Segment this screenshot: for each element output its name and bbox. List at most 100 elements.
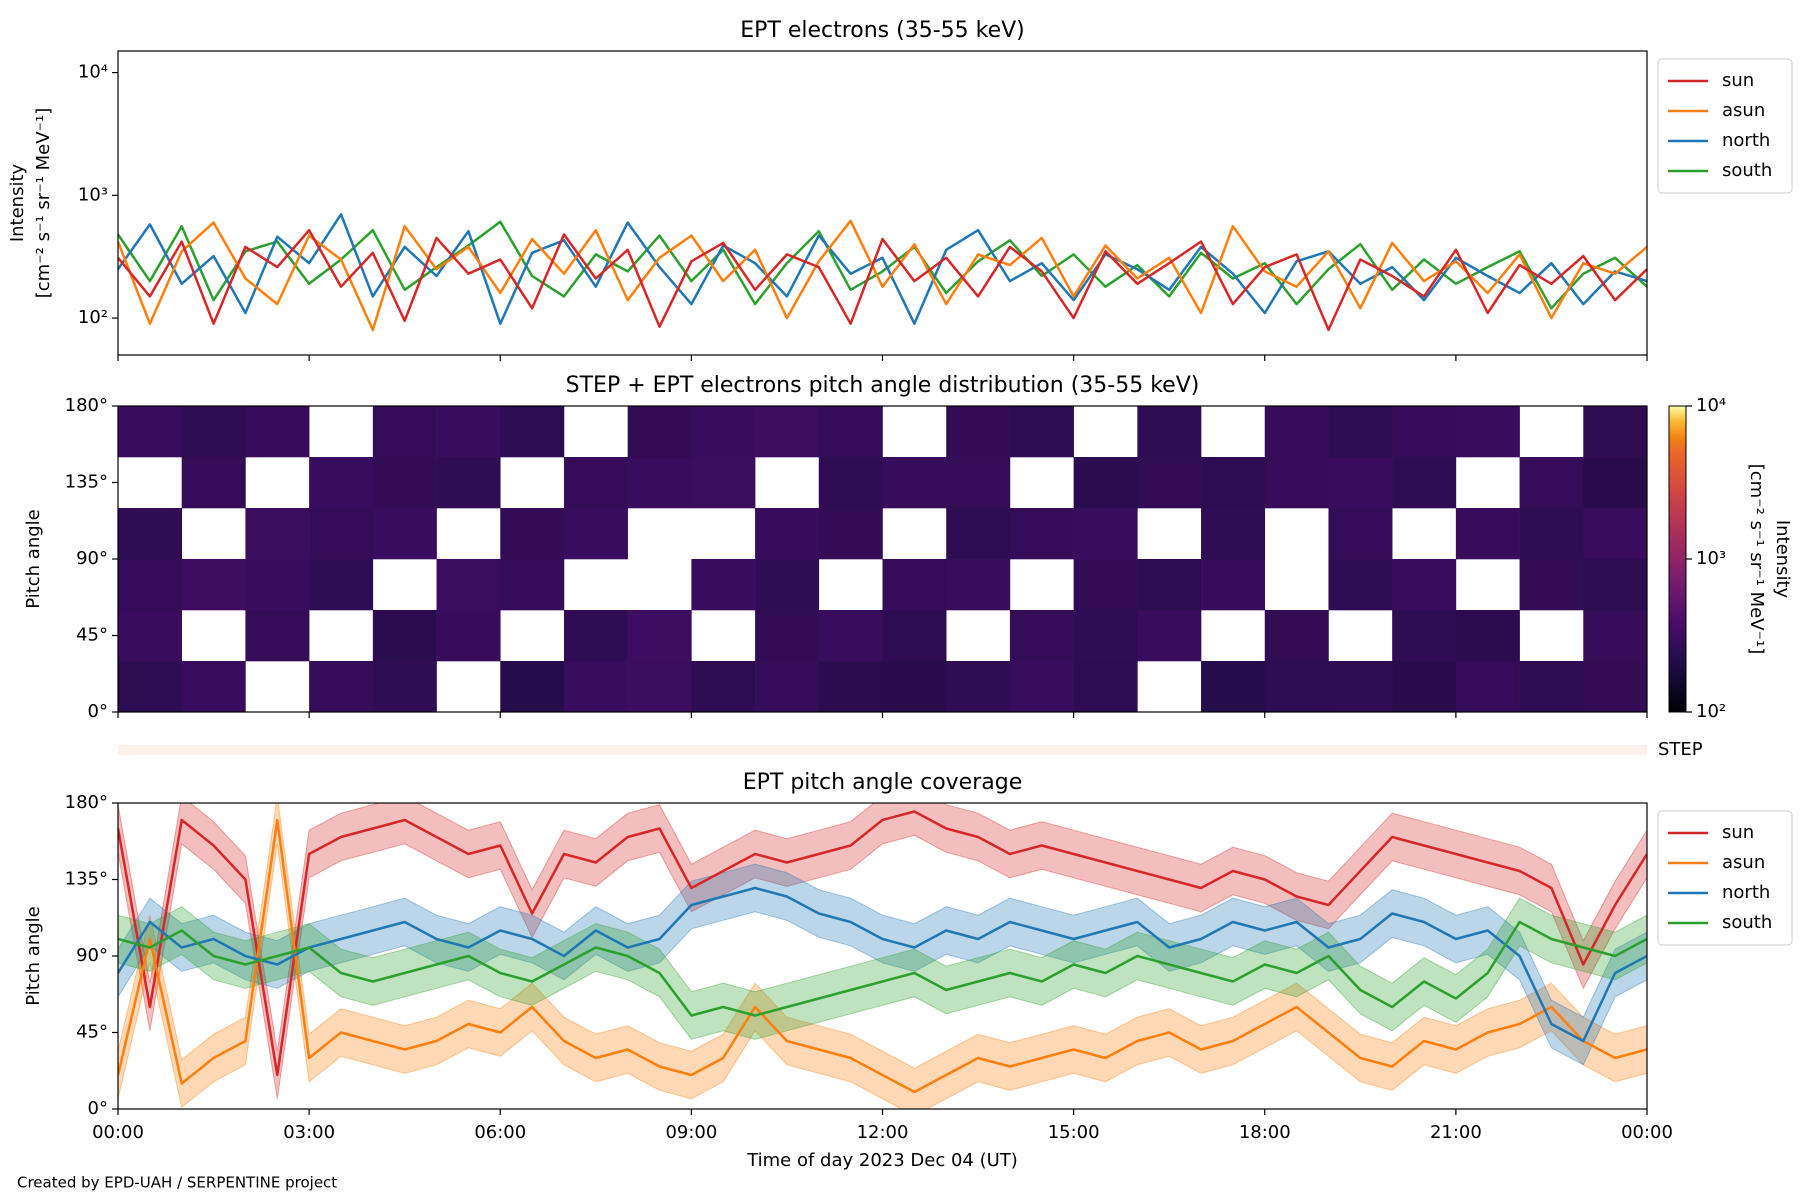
chart-title: STEP + EPT electrons pitch angle distrib… bbox=[566, 373, 1200, 398]
x-tick-label: 00:00 bbox=[92, 1122, 144, 1143]
heatmap-cell bbox=[436, 457, 501, 509]
data-line bbox=[118, 220, 1647, 310]
heatmap-cell bbox=[627, 457, 692, 509]
colorbar-label: [cm⁻² s⁻¹ sr⁻¹ MeV⁻¹] bbox=[1746, 464, 1767, 655]
heatmap-cell bbox=[946, 661, 1011, 713]
heatmap-cell bbox=[1137, 559, 1202, 611]
heatmap-cell bbox=[1328, 661, 1393, 713]
y-axis-label: [cm⁻² s⁻¹ sr⁻¹ MeV⁻¹] bbox=[33, 108, 54, 299]
legend-box bbox=[1657, 810, 1793, 946]
heatmap-cell bbox=[436, 610, 501, 662]
heatmap-cell bbox=[1455, 661, 1520, 713]
heatmap-cell bbox=[309, 559, 374, 611]
plot-area bbox=[118, 213, 1647, 332]
y-tick-label: 90° bbox=[76, 945, 108, 966]
colorbar-tick-label: 10³ bbox=[1696, 548, 1726, 569]
heatmap-cell bbox=[436, 559, 501, 611]
heatmap-cell bbox=[245, 610, 310, 662]
step-label: STEP bbox=[1658, 739, 1703, 760]
heatmap-cell bbox=[181, 661, 246, 713]
heatmap-cell bbox=[1264, 457, 1329, 509]
x-tick-label: 18:00 bbox=[1239, 1122, 1291, 1143]
heatmap-cell bbox=[1392, 610, 1457, 662]
y-tick-label: 45° bbox=[76, 625, 108, 646]
legend-label: south bbox=[1722, 160, 1772, 181]
x-axis-label: Time of day 2023 Dec 04 (UT) bbox=[746, 1150, 1018, 1171]
heatmap-cell bbox=[245, 508, 310, 560]
y-tick-label: 0° bbox=[88, 701, 108, 722]
heatmap-cell bbox=[1583, 661, 1648, 713]
heatmap-cell bbox=[1455, 508, 1520, 560]
data-line bbox=[118, 219, 1647, 332]
x-tick-label: 12:00 bbox=[857, 1122, 909, 1143]
heatmap-cell bbox=[818, 508, 883, 560]
heatmap-cell bbox=[500, 406, 565, 458]
heatmap-cell bbox=[1328, 559, 1393, 611]
heatmap-cell bbox=[691, 559, 756, 611]
heatmap-cell bbox=[1137, 610, 1202, 662]
y-tick-label: 180° bbox=[65, 395, 108, 416]
y-tick-label: 180° bbox=[65, 792, 108, 813]
heatmap-cell bbox=[946, 559, 1011, 611]
heatmap-cell bbox=[1583, 457, 1648, 509]
y-tick-label: 10³ bbox=[78, 184, 108, 205]
heatmap-cell bbox=[500, 559, 565, 611]
axes-frame bbox=[117, 802, 1648, 1110]
heatmap-cell bbox=[627, 610, 692, 662]
heatmap-cell bbox=[691, 406, 756, 458]
heatmap-cell bbox=[1392, 661, 1457, 713]
x-tick-label: 21:00 bbox=[1430, 1122, 1482, 1143]
heatmap-cells bbox=[118, 406, 1648, 713]
heatmap-cell bbox=[309, 457, 374, 509]
x-tick-label: 03:00 bbox=[283, 1122, 335, 1143]
y-tick-label: 0° bbox=[88, 1098, 108, 1119]
heatmap-cell bbox=[563, 457, 628, 509]
heatmap-cell bbox=[118, 661, 183, 713]
heatmap-cell bbox=[1264, 406, 1329, 458]
heatmap-cell bbox=[1009, 508, 1074, 560]
heatmap-cell bbox=[181, 559, 246, 611]
heatmap-cell bbox=[1328, 406, 1393, 458]
heatmap-cell bbox=[118, 406, 183, 458]
heatmap-cell bbox=[1328, 457, 1393, 509]
heatmap-cell bbox=[1073, 559, 1138, 611]
heatmap-cell bbox=[1519, 559, 1584, 611]
legend-label: north bbox=[1722, 882, 1770, 903]
error-band bbox=[118, 803, 1647, 1099]
heatmap-cell bbox=[181, 457, 246, 509]
legend: sun asun north south bbox=[1657, 58, 1793, 194]
y-tick-label: 135° bbox=[65, 869, 108, 890]
heatmap-cell bbox=[181, 406, 246, 458]
heatmap-cell bbox=[1455, 406, 1520, 458]
data-line bbox=[118, 228, 1647, 332]
y-tick-label: 90° bbox=[76, 548, 108, 569]
legend-box bbox=[1657, 58, 1793, 194]
y-tick-label: 10⁴ bbox=[78, 62, 108, 83]
heatmap-cell bbox=[1519, 457, 1584, 509]
heatmap-cell bbox=[946, 406, 1011, 458]
axes-frame bbox=[117, 50, 1648, 356]
step-strip bbox=[118, 745, 1647, 755]
legend-label: asun bbox=[1722, 852, 1765, 873]
legend-label: sun bbox=[1722, 822, 1754, 843]
heatmap-cell bbox=[755, 661, 820, 713]
error-band bbox=[118, 897, 1647, 1040]
heatmap-cell bbox=[372, 406, 437, 458]
heatmap-cell bbox=[755, 559, 820, 611]
heatmap-cell bbox=[1073, 457, 1138, 509]
plot-area bbox=[118, 803, 1647, 1109]
heatmap-cell bbox=[1264, 610, 1329, 662]
colorbar-tick-label: 10⁴ bbox=[1696, 395, 1726, 416]
heatmap-cell bbox=[882, 457, 947, 509]
heatmap-cell bbox=[755, 406, 820, 458]
data-line bbox=[118, 886, 1647, 1043]
x-tick-label: 09:00 bbox=[665, 1122, 717, 1143]
axes-frame bbox=[117, 405, 1648, 713]
chart-title: EPT pitch angle coverage bbox=[743, 770, 1023, 795]
heatmap-cell bbox=[372, 457, 437, 509]
heatmap-cell bbox=[245, 559, 310, 611]
x-tick-label: 15:00 bbox=[1048, 1122, 1100, 1143]
heatmap-cell bbox=[1455, 610, 1520, 662]
heatmap-cell bbox=[1073, 610, 1138, 662]
